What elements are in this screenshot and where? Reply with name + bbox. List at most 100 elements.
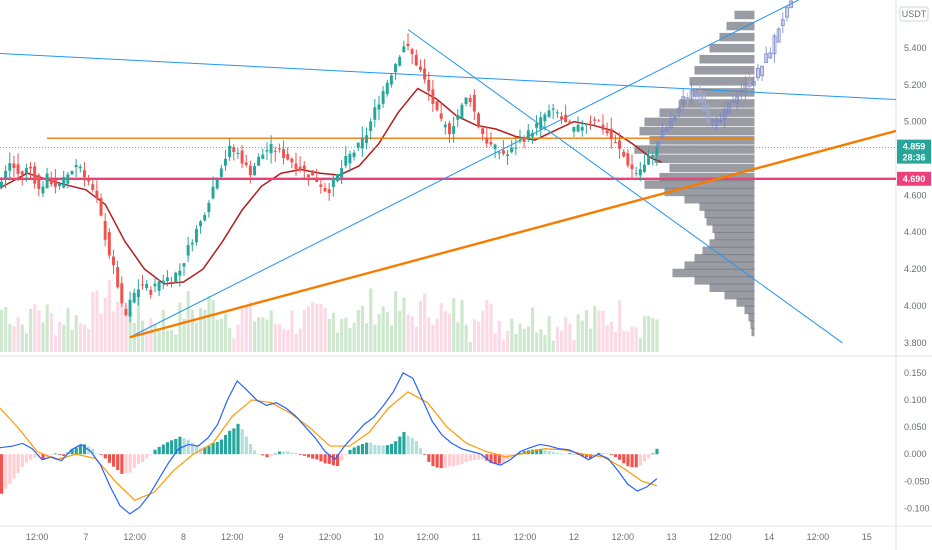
- current-price-value: 4.859: [903, 142, 926, 152]
- macd-histogram-bar: [626, 454, 630, 467]
- macd-histogram-bar: [103, 454, 107, 459]
- macd-histogram-bar: [651, 453, 655, 455]
- x-tick-label: 9: [279, 532, 284, 542]
- volume-bar: [49, 313, 53, 352]
- volume-bar: [87, 328, 91, 352]
- macd-histogram-bar: [253, 450, 257, 455]
- macd-histogram-bar: [423, 454, 427, 456]
- candle-body: [290, 158, 294, 163]
- candle-body: [605, 130, 609, 134]
- x-tick-label: 12:00: [709, 532, 732, 542]
- volume-bar: [605, 324, 609, 352]
- candle-body: [74, 165, 78, 168]
- x-tick-label: 10: [374, 532, 384, 542]
- macd-histogram-bar: [82, 444, 87, 455]
- volume-bar: [4, 306, 8, 352]
- volume-profile-bar: [719, 32, 755, 42]
- volume-bar: [613, 332, 618, 352]
- macd-y-tick-label: 0.050: [904, 422, 927, 432]
- candle-body: [12, 163, 16, 169]
- candle-body: [506, 154, 510, 157]
- candle-body: [331, 178, 335, 187]
- volume-profile-bar: [664, 187, 755, 197]
- volume-bar: [389, 325, 394, 352]
- trend-line-falling-wedge: [407, 29, 843, 344]
- volume-profile-bar: [684, 261, 755, 270]
- candle-body: [431, 89, 435, 104]
- projection-candle: [693, 93, 698, 98]
- volume-bar: [655, 319, 659, 352]
- projection-candle: [656, 141, 661, 147]
- candle-body: [236, 152, 240, 154]
- volume-bar: [365, 323, 369, 352]
- volume-bar: [609, 321, 613, 352]
- volume-bar: [103, 297, 107, 352]
- volume-bar: [112, 311, 116, 352]
- volume-bar: [414, 326, 418, 352]
- x-tick-label: 12:00: [26, 532, 49, 542]
- volume-bar: [157, 329, 161, 352]
- volume-bar: [37, 310, 41, 352]
- macd-histogram-bar: [547, 451, 551, 455]
- volume-bar: [385, 311, 389, 352]
- volume-bar: [460, 299, 464, 352]
- candle-body: [369, 121, 373, 131]
- macd-histogram-bar: [331, 454, 335, 466]
- macd-histogram-bar: [41, 454, 45, 460]
- projection-candle: [772, 35, 777, 55]
- candle-body: [580, 127, 584, 131]
- volume-bar: [136, 297, 141, 352]
- candle-body: [398, 56, 402, 66]
- macd-signal-line: [0, 391, 658, 502]
- volume-bar: [261, 317, 265, 352]
- axes: 5.6005.4005.2005.0004.8004.6004.4004.200…: [26, 6, 931, 542]
- candle-body: [91, 184, 95, 190]
- x-tick-label: 7: [83, 532, 88, 542]
- macd-histogram-bar: [456, 454, 460, 466]
- volume-bar: [406, 314, 410, 352]
- volume-bar: [456, 322, 460, 352]
- volume-bar: [319, 304, 323, 352]
- candle-body: [634, 172, 638, 174]
- candle-body: [564, 114, 568, 123]
- macd-histogram-bar: [120, 454, 124, 474]
- volume-profile-bar: [744, 305, 755, 315]
- candle-body: [418, 66, 422, 70]
- candle-body: [257, 156, 261, 166]
- macd-histogram-bar: [352, 447, 356, 455]
- candle-body: [589, 121, 592, 123]
- volume-profile-bar: [672, 268, 755, 278]
- volume-bar: [618, 300, 622, 352]
- volume-bar: [236, 324, 240, 352]
- volume-bar: [41, 322, 45, 352]
- macd-histogram-bar: [584, 454, 589, 458]
- candle-body: [435, 101, 439, 111]
- candle-body: [298, 166, 302, 170]
- projection-candle: [668, 117, 673, 129]
- macd-histogram-bar: [315, 454, 319, 460]
- volume-bar: [277, 324, 282, 352]
- candle-body: [427, 79, 431, 91]
- volume-bar: [340, 318, 344, 352]
- volume-bar: [622, 330, 626, 352]
- volume-bar: [572, 339, 576, 352]
- macd-histogram-bar: [302, 454, 306, 456]
- volume-bar: [215, 319, 219, 352]
- candle-body: [78, 166, 82, 169]
- volume-bar: [489, 304, 493, 352]
- macd-histogram-bar: [551, 451, 555, 455]
- volume-bar: [219, 318, 223, 352]
- volume-bar: [485, 299, 489, 352]
- volume-bar: [240, 308, 244, 352]
- candle-body: [630, 164, 634, 170]
- macd-histogram-bar: [418, 448, 423, 455]
- volume-bar: [402, 297, 406, 352]
- volume-profile-bar: [748, 312, 755, 322]
- macd-histogram-bar: [74, 447, 78, 455]
- macd-histogram-bar: [398, 436, 402, 455]
- macd-histogram-bar: [219, 439, 223, 455]
- macd-histogram-bar: [535, 449, 539, 455]
- projection-candle: [739, 90, 744, 93]
